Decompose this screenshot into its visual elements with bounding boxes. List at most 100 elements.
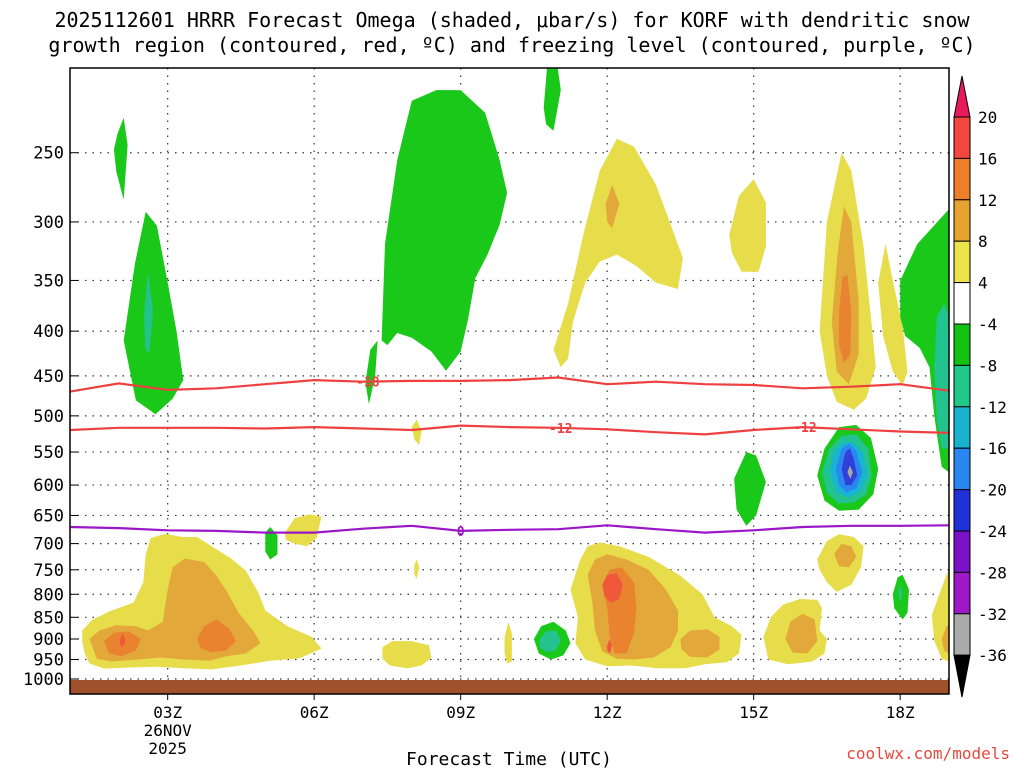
y-tick-label: 900 [33,630,64,650]
omega-region-o16 [607,639,613,654]
omega-region-g8 [113,117,128,200]
colorbar: 20 16 12 8 4 -4 -8 -12 -16 -20 -24 -28 -32 -36 [953,75,1007,698]
x-axis-label: Forecast Time (UTC) [406,749,612,768]
omega-region-o8 [605,184,620,229]
colorbar-level-label: 8 [978,232,988,251]
colorbar-segment [953,489,971,532]
colorbar-segment [953,240,971,284]
omega-region-o4 [411,419,422,446]
ground-bar [70,680,949,694]
colorbar-level-label: -12 [978,398,1007,417]
omega-region-g12 [539,630,561,653]
y-tick-label: 550 [33,443,64,463]
omega-region-o8 [785,613,818,654]
colorbar-segment [953,530,971,573]
colorbar-level-label: 20 [978,108,997,127]
y-tick-label: 800 [33,585,64,605]
y-tick-label: 400 [33,322,64,342]
contour-label: 0 [457,525,465,540]
y-tick-label: 450 [33,367,64,387]
omega-region-g12 [898,584,903,602]
omega-shading-layer [82,68,949,670]
contour-layer: -18 -12 -12 0 [70,376,949,540]
contour-freezing-level [70,524,949,534]
contour-snow-growth [70,424,949,436]
omega-region-o16 [602,573,623,603]
omega-region-o12 [839,275,852,363]
x-tick-label: 18Z [886,703,915,722]
colorbar-segment [953,406,971,449]
colorbar-segment [953,447,971,491]
colorbar-segment [953,157,971,201]
contour-snow-growth [70,376,949,393]
y-tick-label: 950 [33,651,64,671]
watermark: coolwx.com/models [846,744,1010,763]
x-date-label: 26NOV [144,721,193,740]
colorbar-segment [953,282,971,325]
omega-region-g8 [381,90,508,371]
colorbar-segment [953,199,971,242]
colorbar-level-label: -36 [978,646,1007,665]
x-tick-label: 12Z [593,703,622,722]
colorbar-level-label: 4 [978,274,988,293]
colorbar-segment [953,116,971,159]
colorbar-level-label: -24 [978,522,1007,541]
x-tick-label: 15Z [739,703,768,722]
omega-region-g8 [123,211,184,415]
colorbar-level-label: -28 [978,563,1007,582]
y-tick-label: 700 [33,535,64,555]
omega-region-g8 [365,340,378,405]
omega-region-g8 [734,452,766,526]
x-tick-label: 03Z [153,703,182,722]
omega-region-g32 [847,465,853,479]
omega-region-o4 [504,621,512,664]
colorbar-segment [953,323,971,366]
plot-frame [69,67,950,695]
y-tick-label: 350 [33,271,64,291]
colorbar-segment [953,571,971,615]
y-tick-label: 500 [33,407,64,427]
omega-region-o4 [553,138,683,368]
colorbar-level-label: -16 [978,439,1007,458]
colorbar-level-label: -32 [978,605,1007,624]
y-tick-label: 1000 [23,670,64,690]
y-tick-label: 600 [33,476,64,496]
contour-label: -12 [793,421,816,436]
omega-region-o8 [941,623,949,654]
omega-region-o8 [680,629,720,658]
y-tick-label: 750 [33,561,64,581]
omega-region-o4 [382,641,432,669]
omega-region-g12 [934,303,949,449]
x-tick-label: 09Z [446,703,475,722]
colorbar-level-label: 16 [978,149,997,168]
chart-title-line-1: 2025112601 HRRR Forecast Omega (shaded, … [54,8,970,32]
omega-region-g24 [841,448,858,486]
contour-label: -18 [356,376,380,391]
omega-region-g8 [543,68,561,131]
colorbar-level-label: 12 [978,191,997,210]
omega-region-o16 [119,633,126,648]
colorbar-bottom-arrow [953,654,971,698]
y-tick-label: 250 [33,144,64,164]
omega-region-g8 [265,527,278,560]
omega-region-o4 [284,514,322,547]
y-tick-label: 650 [33,506,64,526]
omega-region-o12 [197,619,236,653]
x-year-label: 2025 [148,739,187,758]
colorbar-segment [953,613,971,656]
colorbar-level-label: -4 [978,315,997,334]
omega-region-o4 [414,559,420,579]
x-tick-label: 06Z [300,703,329,722]
omega-region-o8 [834,543,857,568]
contour-label: -12 [549,422,572,437]
y-axis: 2503003504004505005506006507007508008509… [23,144,78,690]
colorbar-segment [953,364,971,408]
colorbar-top-arrow [953,75,971,118]
colorbar-level-label: -20 [978,481,1007,500]
omega-region-g12 [144,271,153,355]
chart-title-line-2: growth region (contoured, red, ºC) and f… [48,33,976,57]
omega-region-o4 [878,244,908,386]
